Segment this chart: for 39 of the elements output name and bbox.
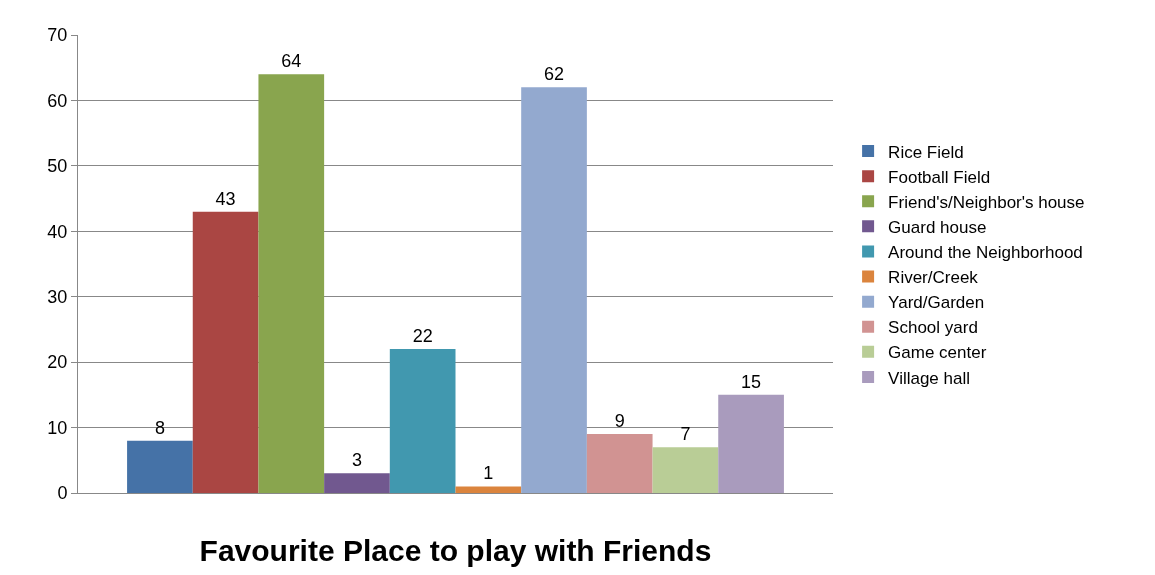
legend-label: Village hall	[888, 368, 971, 388]
legend-label: Guard house	[888, 217, 987, 237]
legend-label: Yard/Garden	[888, 293, 985, 313]
bar	[192, 211, 259, 493]
bar	[455, 486, 522, 493]
data-label: 62	[544, 64, 565, 85]
bar	[127, 440, 193, 493]
legend-label: Football Field	[888, 167, 991, 187]
legend-label: School yard	[888, 318, 978, 338]
y-tick-label: 30	[47, 287, 68, 308]
bar	[652, 447, 719, 493]
legend-label: Friend's/Neighbor's house	[888, 192, 1085, 212]
data-label: 8	[154, 417, 165, 438]
bar	[521, 87, 587, 493]
y-tick-label: 60	[47, 90, 68, 111]
y-tick-label: 0	[57, 483, 68, 504]
legend-label: Game center	[888, 343, 987, 363]
bar	[586, 434, 653, 493]
legend-label: River/Creek	[888, 268, 979, 288]
data-label: 7	[680, 424, 691, 445]
bar	[389, 349, 456, 493]
legend-label: Rice Field	[888, 142, 964, 162]
text: Favourite Place to play with Friends	[199, 533, 712, 567]
data-label: 1	[483, 463, 494, 484]
data-label: 22	[412, 326, 433, 347]
bar	[258, 74, 325, 493]
data-label: 15	[741, 371, 762, 392]
y-tick-label: 50	[47, 156, 68, 177]
bar	[324, 473, 390, 493]
y-tick-label: 10	[47, 417, 68, 438]
y-tick-label: 20	[47, 352, 68, 373]
data-label: 9	[614, 411, 625, 432]
data-label: 3	[351, 450, 362, 471]
bar	[718, 394, 784, 493]
y-tick-label: 40	[47, 221, 68, 242]
data-label: 64	[281, 51, 302, 72]
data-label: 43	[215, 188, 236, 209]
legend-label: Around the Neighborhood	[888, 243, 1083, 263]
y-tick-label: 70	[47, 25, 68, 46]
